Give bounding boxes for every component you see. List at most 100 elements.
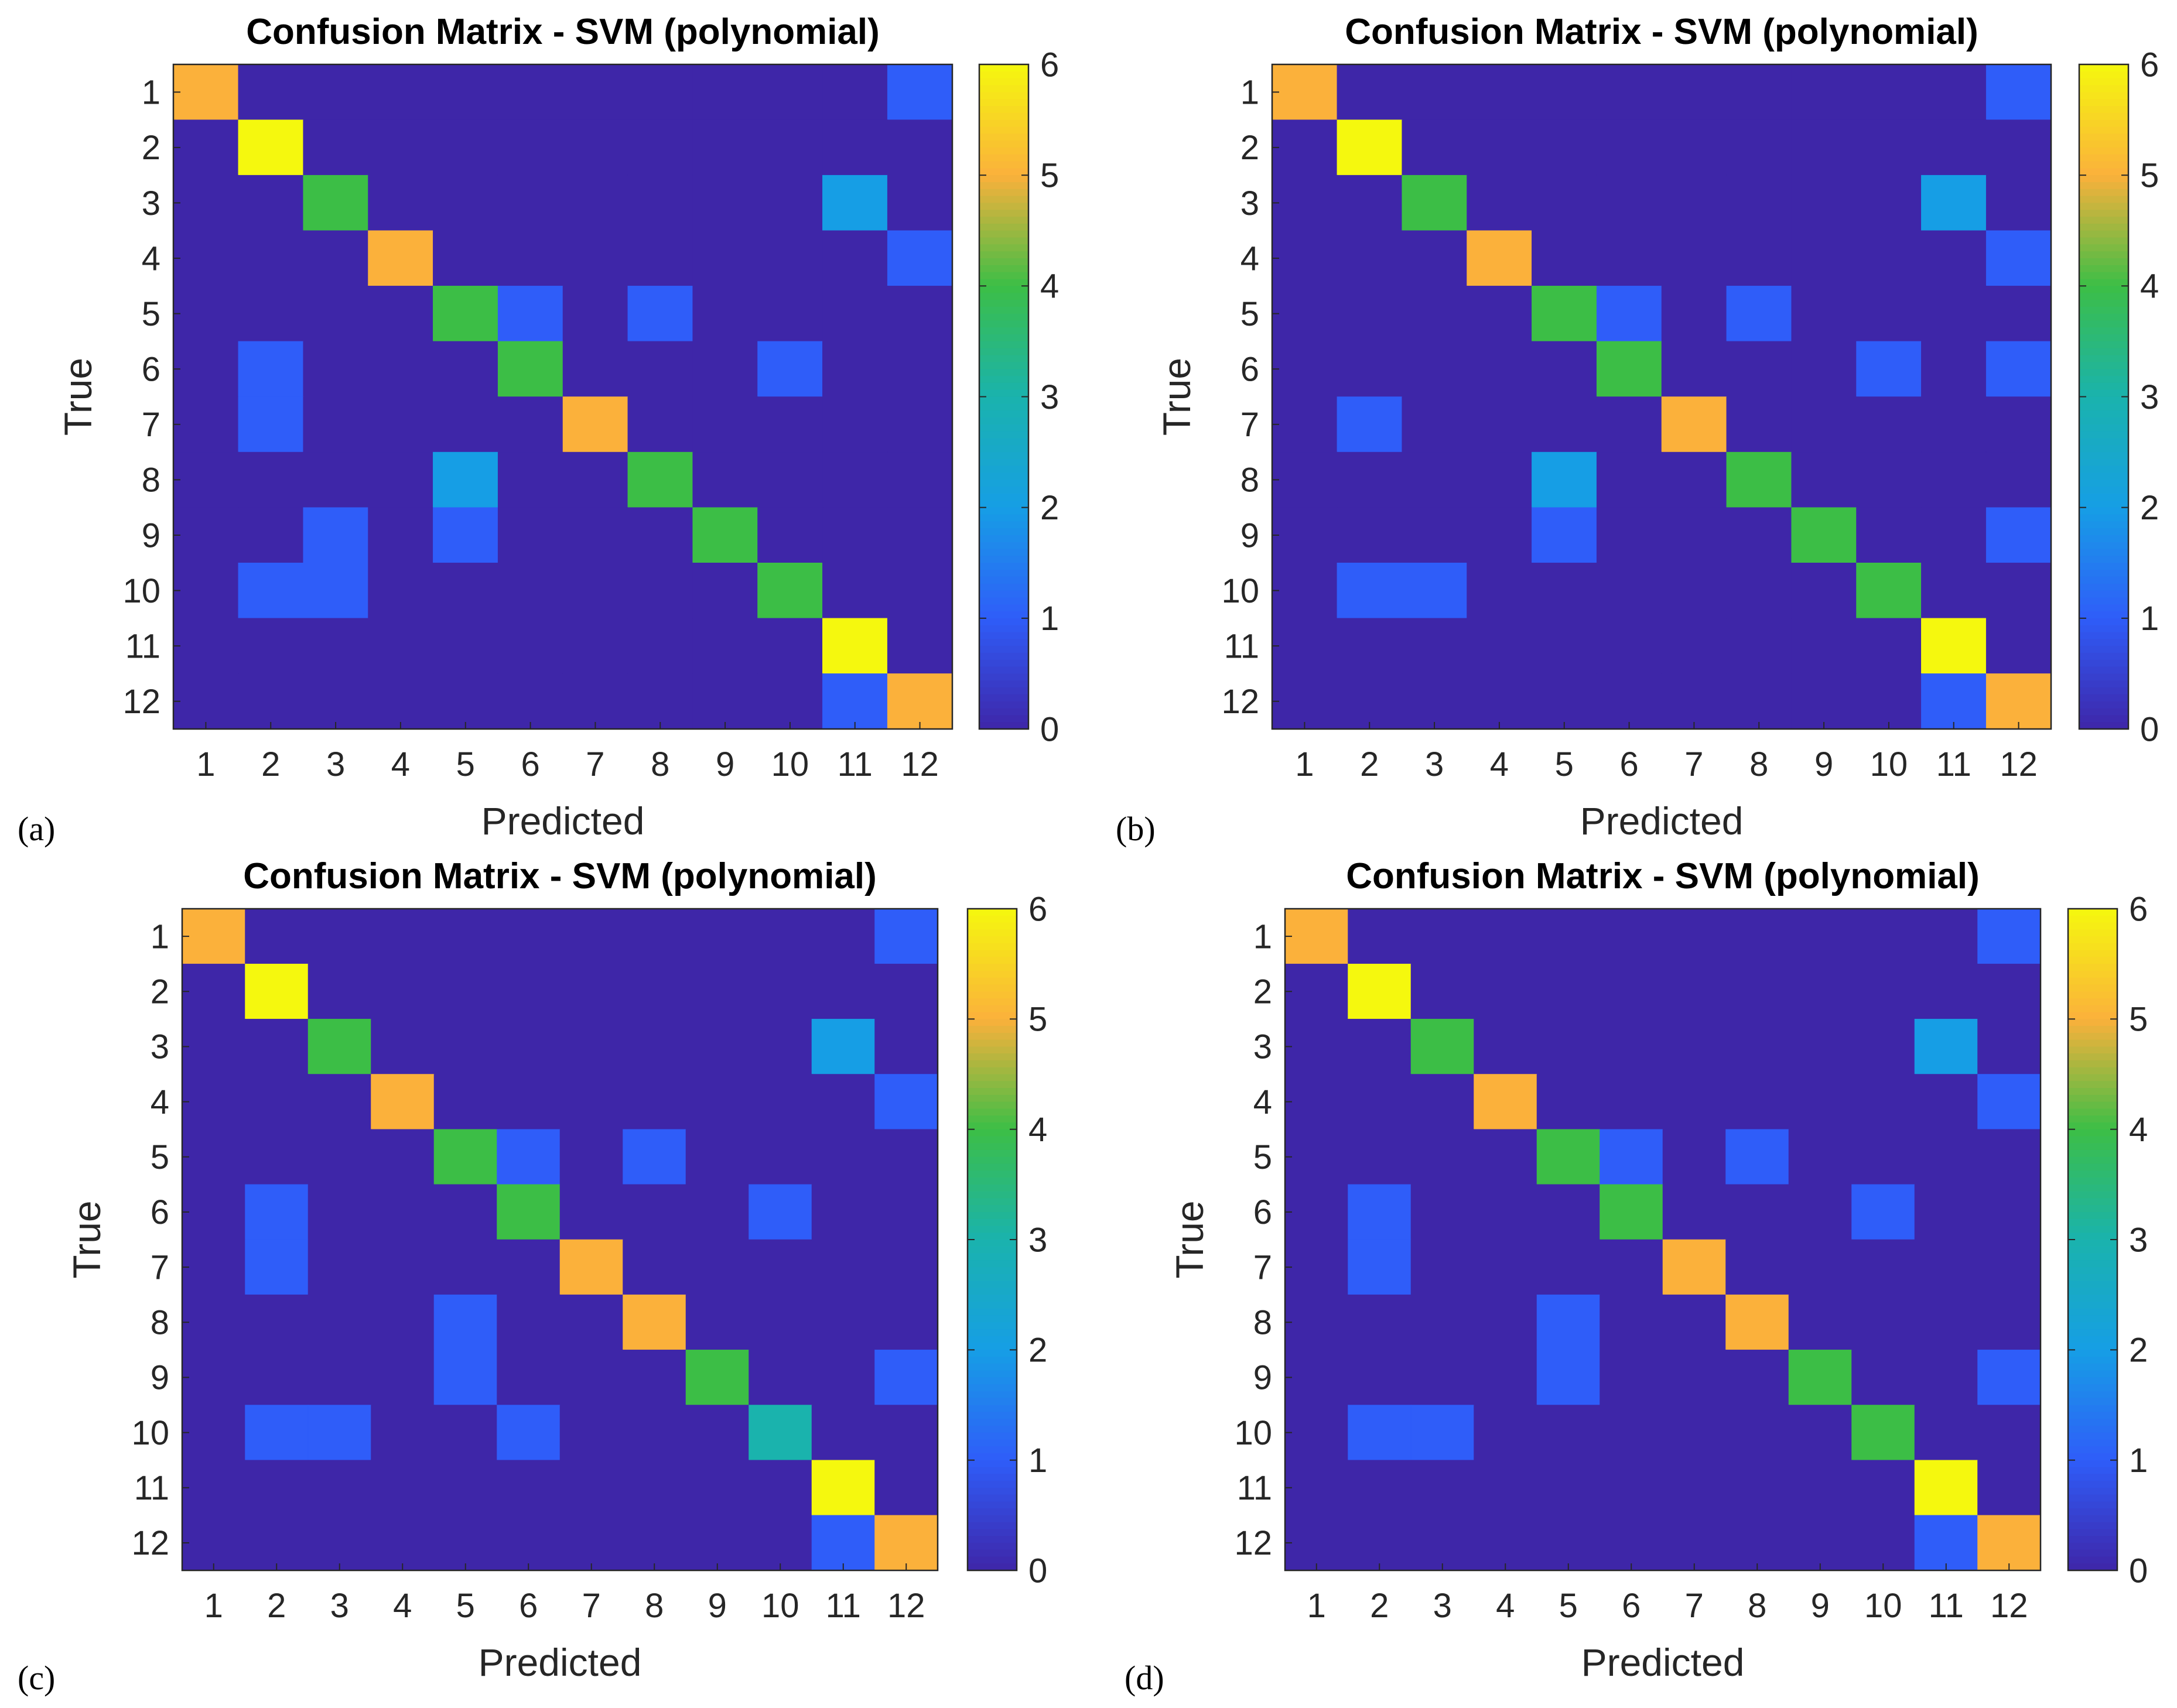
heatmap-cell xyxy=(1410,1515,1475,1571)
heatmap-cell xyxy=(307,1350,372,1406)
heatmap-cell xyxy=(1337,396,1403,453)
heatmap-cell xyxy=(371,1184,435,1240)
heatmap-cell xyxy=(559,1074,624,1130)
x-tick-label: 6 xyxy=(1622,1587,1641,1625)
colorbar-segment xyxy=(2079,722,2128,730)
heatmap-cell xyxy=(874,1515,938,1571)
colorbar-segment xyxy=(968,1536,1017,1543)
colorbar-segment xyxy=(968,977,1017,985)
colorbar-segment xyxy=(2079,556,2128,564)
heatmap-cell xyxy=(627,341,693,398)
colorbar-segment xyxy=(968,1170,1017,1178)
heatmap-cell xyxy=(238,286,304,342)
colorbar-segment xyxy=(2068,1301,2117,1309)
heatmap-cell xyxy=(757,174,823,231)
heatmap-cell xyxy=(1851,1294,1915,1351)
heatmap-cell xyxy=(1791,673,1857,730)
heatmap-cell xyxy=(1788,1460,1853,1516)
heatmap-cell xyxy=(562,230,628,287)
heatmap-cell xyxy=(1856,563,1922,619)
y-tick-label: 6 xyxy=(1240,351,1259,389)
colorbar-segment xyxy=(2079,465,2128,474)
heatmap-cell xyxy=(1726,286,1792,342)
colorbar-segment xyxy=(2068,1515,2117,1523)
colorbar-tick-label: 5 xyxy=(1040,156,1059,194)
y-tick-label: 11 xyxy=(125,627,160,665)
heatmap-cell xyxy=(1536,1184,1601,1240)
heatmap-cell xyxy=(433,1294,498,1351)
colorbar-segment xyxy=(2068,1487,2117,1495)
heatmap-cell xyxy=(245,1074,309,1130)
colorbar-segment xyxy=(2079,583,2128,591)
y-tick-label: 10 xyxy=(1221,572,1259,610)
heatmap-cell xyxy=(1532,230,1598,287)
y-tick-label: 12 xyxy=(1234,1524,1272,1562)
heatmap-cell xyxy=(1348,1405,1412,1461)
y-tick-label: 1 xyxy=(1253,918,1272,956)
colorbar-segment xyxy=(2068,1453,2117,1461)
heatmap-cell xyxy=(497,1350,561,1406)
heatmap-cell xyxy=(822,396,888,453)
colorbar-segment xyxy=(2079,78,2128,86)
heatmap-cells xyxy=(173,64,953,730)
heatmap-cell xyxy=(1337,563,1403,619)
heatmap-cell xyxy=(1977,1515,2041,1571)
colorbar-segment xyxy=(979,64,1028,72)
colorbar-segment xyxy=(2068,1329,2117,1337)
colorbar-segment xyxy=(2079,701,2128,709)
heatmap-cell xyxy=(371,1019,435,1075)
heatmap-cell xyxy=(749,1184,812,1240)
colorbar-segment xyxy=(2079,210,2128,217)
heatmap-cell xyxy=(559,1019,624,1075)
heatmap-cell xyxy=(1284,963,1349,1020)
colorbar-segment xyxy=(979,576,1028,584)
colorbar-segment xyxy=(2079,119,2128,128)
heatmap-cell xyxy=(1348,1019,1412,1075)
heatmap-cell xyxy=(874,1129,938,1185)
colorbar-segment xyxy=(2068,991,2117,999)
heatmap-cell xyxy=(627,174,693,231)
x-tick-label: 9 xyxy=(708,1587,727,1625)
colorbar-segment xyxy=(979,112,1028,121)
heatmap-cell xyxy=(623,1184,686,1240)
colorbar-segment xyxy=(2068,964,2117,971)
heatmap-cell xyxy=(433,286,499,342)
heatmap-cell xyxy=(497,908,561,965)
colorbar-tick-label: 1 xyxy=(1028,1442,1047,1480)
colorbar-segment xyxy=(2079,265,2128,273)
colorbar-tick-label: 3 xyxy=(1040,378,1059,416)
colorbar-segment xyxy=(968,964,1017,971)
heatmap-cell xyxy=(1726,673,1792,730)
chart-title: Confusion Matrix - SVM (polynomial) xyxy=(1346,856,1980,896)
heatmap-cell xyxy=(1985,119,2052,176)
colorbar-segment xyxy=(979,355,1028,363)
heatmap-cell xyxy=(1856,119,1922,176)
heatmap-cell xyxy=(238,618,304,675)
colorbar-segment xyxy=(968,1549,1017,1558)
colorbar-segment xyxy=(979,438,1028,446)
heatmap-cell xyxy=(874,1019,938,1075)
x-tick-label: 6 xyxy=(519,1587,538,1625)
colorbar-segment xyxy=(2068,1432,2117,1440)
colorbar-segment xyxy=(979,680,1028,688)
colorbar-segment xyxy=(968,943,1017,951)
colorbar-segment xyxy=(968,1357,1017,1364)
heatmap-cell xyxy=(562,286,628,342)
heatmap-cell xyxy=(1788,908,1853,965)
colorbar-segment xyxy=(979,251,1028,259)
y-tick-label: 8 xyxy=(1253,1304,1272,1342)
colorbar-segment xyxy=(2079,507,2128,515)
heatmap-cell xyxy=(245,1350,309,1406)
heatmap-cell xyxy=(685,1294,750,1351)
colorbar-segment xyxy=(979,652,1028,660)
heatmap-cell xyxy=(811,1184,876,1240)
heatmap-cell xyxy=(307,1515,372,1571)
colorbar-segment xyxy=(968,929,1017,937)
heatmap-cell xyxy=(497,1460,561,1516)
heatmap-cell xyxy=(245,1294,309,1351)
heatmap-cell xyxy=(433,673,499,730)
colorbar-segment xyxy=(2079,105,2128,114)
heatmap-cell xyxy=(1788,1515,1853,1571)
colorbar-segment xyxy=(2068,1205,2117,1213)
heatmap-cell xyxy=(1921,673,1987,730)
